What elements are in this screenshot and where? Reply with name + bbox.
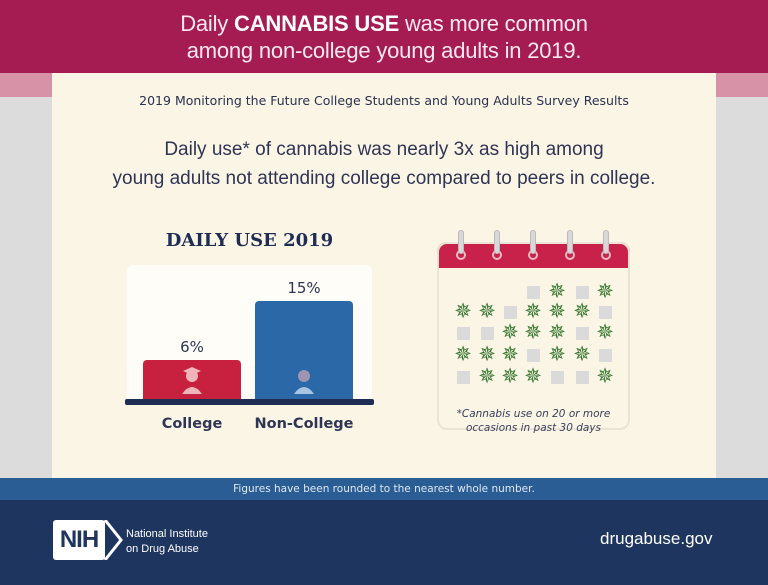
- category-label: Non-College: [254, 416, 354, 432]
- bar-value-label: 15%: [287, 279, 321, 297]
- cannabis-leaf-icon: ✵: [596, 320, 614, 344]
- calendar-day: [576, 371, 589, 384]
- footer: [0, 500, 768, 585]
- cannabis-leaf-icon: ✵: [524, 320, 542, 344]
- calendar-day: [457, 327, 470, 340]
- bar-value-label: 6%: [180, 338, 204, 357]
- graduate-icon: [181, 366, 203, 394]
- calendar-hook: [530, 230, 536, 254]
- banner-title: Daily CANNABIS USE was more common among…: [0, 0, 768, 73]
- cannabis-leaf-icon: ✵: [548, 320, 566, 344]
- title-text: Daily: [180, 11, 234, 36]
- org-line1: National Institute: [126, 528, 208, 540]
- footnote-line2: occasions in past 30 days: [465, 422, 602, 434]
- cannabis-leaf-icon: ✵: [573, 342, 591, 366]
- bar-non-college: [255, 301, 353, 400]
- calendar-hook: [603, 230, 609, 254]
- org-line2: on Drug Abuse: [126, 543, 199, 555]
- calendar-day: [599, 306, 612, 319]
- title-line2: among non-college young adults in 2019.: [186, 38, 582, 63]
- cannabis-leaf-icon: ✵: [524, 364, 542, 388]
- calendar-day: [504, 306, 517, 319]
- cannabis-leaf-icon: ✵: [524, 299, 542, 323]
- headline-line2: young adults not attending college compa…: [112, 168, 656, 189]
- calendar-day: [551, 371, 564, 384]
- nih-chevron-icon: [103, 520, 123, 560]
- cannabis-leaf-icon: ✵: [501, 342, 519, 366]
- cannabis-leaf-icon: ✵: [454, 342, 472, 366]
- calendar-day: [481, 327, 494, 340]
- ribbon-fold-left: [0, 73, 52, 97]
- ribbon-fold-right: [716, 73, 768, 97]
- org-name: National Institute on Drug Abuse: [126, 527, 208, 557]
- website-link[interactable]: drugabuse.gov: [600, 529, 713, 548]
- title-text: was more common: [399, 11, 588, 36]
- calendar-hook: [494, 230, 500, 254]
- calendar-day: [457, 371, 470, 384]
- footnote: *Cannabis use on 20 or more occasions in…: [437, 407, 630, 435]
- cannabis-leaf-icon: ✵: [501, 364, 519, 388]
- rounding-note: Figures have been rounded to the nearest…: [0, 478, 768, 500]
- headline-line1: Daily use* of cannabis was nearly 3x as …: [164, 139, 604, 160]
- cannabis-leaf-icon: ✵: [596, 279, 614, 303]
- cannabis-leaf-icon: ✵: [478, 342, 496, 366]
- chart-baseline: [125, 399, 374, 405]
- calendar-day: [576, 286, 589, 299]
- person-icon: [293, 366, 315, 394]
- calendar-day: [599, 349, 612, 362]
- survey-title: 2019 Monitoring the Future College Stude…: [139, 93, 629, 108]
- calendar-day: [576, 327, 589, 340]
- headline: Daily use* of cannabis was nearly 3x as …: [52, 135, 716, 193]
- cannabis-leaf-icon: ✵: [548, 299, 566, 323]
- calendar-hook: [567, 230, 573, 254]
- chart-title: DAILY USE 2019: [165, 230, 334, 251]
- nih-logo: NIH: [53, 520, 105, 560]
- calendar-day: [527, 286, 540, 299]
- cannabis-leaf-icon: ✵: [478, 364, 496, 388]
- calendar-hook: [458, 230, 464, 254]
- calendar-day: [527, 349, 540, 362]
- cannabis-leaf-icon: ✵: [596, 364, 614, 388]
- cannabis-leaf-icon: ✵: [548, 342, 566, 366]
- cannabis-leaf-icon: ✵: [573, 299, 591, 323]
- cannabis-leaf-icon: ✵: [501, 320, 519, 344]
- category-label: College: [161, 416, 223, 432]
- cannabis-leaf-icon: ✵: [454, 299, 472, 323]
- title-emphasis: CANNABIS USE: [234, 11, 400, 36]
- cannabis-leaf-icon: ✵: [548, 279, 566, 303]
- cannabis-leaf-icon: ✵: [478, 299, 496, 323]
- footnote-line1: *Cannabis use on 20 or more: [456, 408, 611, 420]
